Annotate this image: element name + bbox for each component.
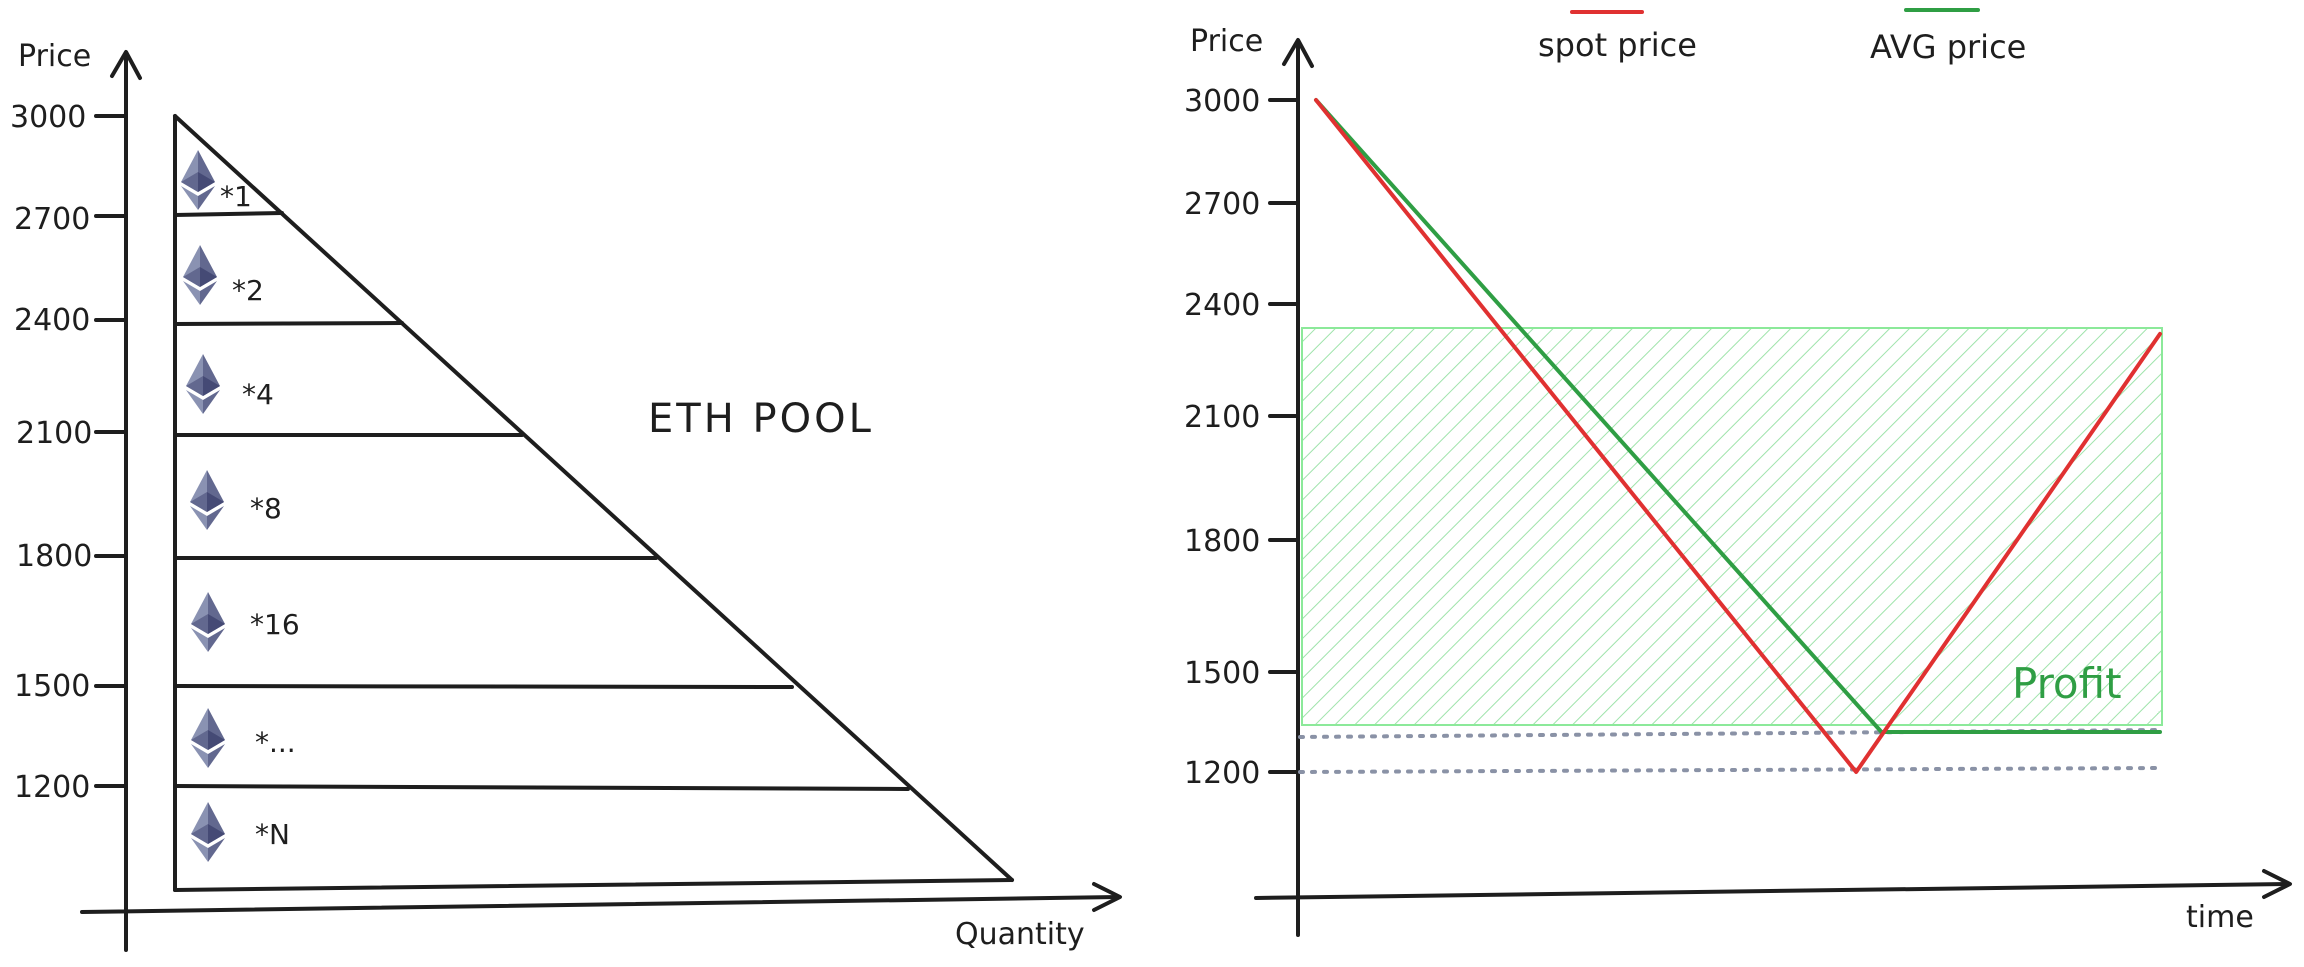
price-ticks: 3000 2700 2400 2100 1800 1500 1200 (10, 100, 128, 805)
price-axis-arrow (110, 50, 142, 80)
legend-label-spot: spot price (1538, 26, 1697, 64)
ethereum-icon (190, 470, 224, 530)
tier-multiplier: *... (255, 726, 296, 759)
ethereum-icon (191, 592, 225, 652)
ethereum-icon (183, 245, 217, 305)
tick-label: 1200 (1184, 756, 1260, 791)
chart-ticks: 3000 2700 2400 2100 1800 1500 1200 (1184, 84, 1300, 791)
pool-title: ETH POOL (648, 396, 874, 442)
tick-label: 1200 (14, 770, 90, 805)
tier-multiplier: *8 (250, 492, 282, 525)
series-lines (1314, 98, 2162, 774)
tier-row: *8 (190, 470, 282, 530)
pool-triangle (173, 114, 1014, 892)
tier-multiplier: *N (255, 818, 290, 851)
quantity-axis-arrow (1092, 882, 1122, 912)
tick-label: 1800 (1184, 524, 1260, 559)
tick-label: 3000 (1184, 84, 1260, 119)
tick-label: 1500 (14, 669, 90, 704)
tick-label: 1500 (1184, 656, 1260, 691)
tick-label: 2400 (1184, 288, 1260, 323)
tier-row: *4 (186, 354, 274, 414)
tick-label: 2100 (16, 416, 92, 451)
tier-multiplier: *16 (250, 608, 300, 641)
tick-label: 2100 (1184, 400, 1260, 435)
tick-label: 1800 (16, 539, 92, 574)
tier-row: *16 (191, 592, 300, 652)
tick-label: 2700 (1184, 187, 1260, 222)
tick-label: 2400 (14, 303, 90, 338)
tick-label: 3000 (10, 100, 86, 135)
tick-label: 2700 (14, 202, 90, 237)
tier-row: *1 (181, 150, 252, 213)
spot-price-line (1314, 98, 2162, 774)
tier-row: *2 (183, 245, 264, 307)
quantity-axis (80, 895, 1120, 914)
ethereum-icon (191, 708, 225, 768)
ethereum-icon (191, 802, 225, 862)
time-axis (1254, 882, 2290, 900)
legend-label-avg: AVG price (1870, 28, 2026, 66)
profit-region (1301, 327, 2163, 726)
ethereum-icon (181, 150, 215, 210)
tier-multiplier: *2 (232, 274, 264, 307)
tier-multiplier: *4 (242, 378, 274, 411)
eth-pool-diagram: Price Quantity ETH POOL 3000 2700 2400 2… (10, 39, 1122, 952)
quantity-axis-label: Quantity (955, 917, 1085, 952)
price-chart: Profit Price time 3000 2700 2400 2100 1800 15… (1184, 8, 2292, 937)
chart-x-axis-label: time (2186, 900, 2254, 935)
reference-lines (1298, 728, 2164, 774)
profit-label: Profit (2012, 659, 2122, 708)
price-axis-label: Price (18, 39, 91, 74)
legend: spot price AVG price (1538, 8, 2026, 66)
time-axis-arrow (2262, 869, 2292, 899)
tier-multiplier: *1 (220, 180, 252, 213)
tier-row: *... (191, 708, 296, 768)
chart-y-axis-label: Price (1190, 24, 1263, 59)
ethereum-icon (186, 354, 220, 414)
chart-price-axis-arrow (1282, 38, 1314, 68)
tier-row: *N (191, 802, 290, 862)
reference-line (1298, 766, 2164, 774)
